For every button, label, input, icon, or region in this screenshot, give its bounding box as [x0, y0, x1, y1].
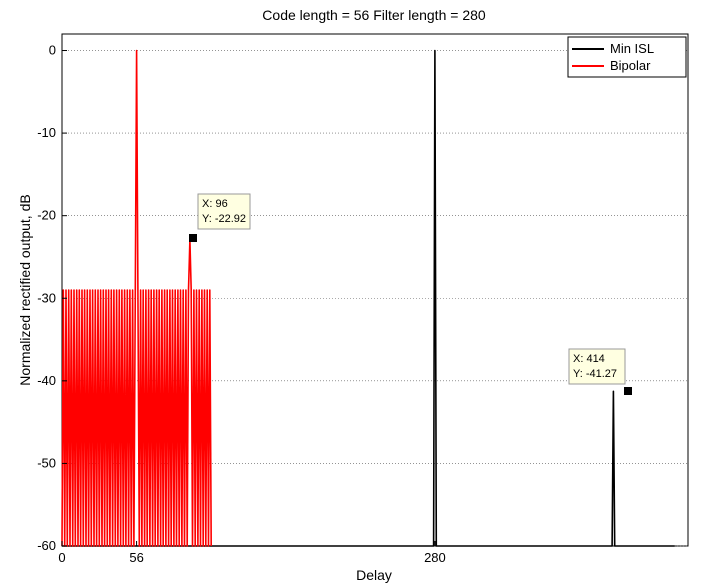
y-tick-label: -40 [37, 373, 56, 388]
y-axis-label: Normalized rectified output, dB [17, 194, 33, 385]
datatip-marker[interactable] [624, 387, 632, 395]
y-ticks: 0 -10 -20 -30 -40 -50 -60 [37, 43, 67, 553]
legend: Min ISL Bipolar [567, 36, 687, 78]
legend-label-min-isl: Min ISL [610, 41, 654, 56]
legend-box [567, 36, 687, 78]
y-tick-label: -50 [37, 455, 56, 470]
datatip-y-label: Y: -41.27 [573, 368, 617, 380]
legend-label-bipolar: Bipolar [610, 58, 651, 73]
datatip-min-isl[interactable]: X: 414 Y: -41.27 [568, 348, 632, 395]
x-tick-label: 56 [129, 550, 143, 565]
x-ticks: 0 56 280 [58, 541, 446, 565]
datatip-x-label: X: 96 [202, 198, 228, 210]
y-tick-label: -20 [37, 208, 56, 223]
y-tick-label: -60 [37, 538, 56, 553]
x-axis-label: Delay [356, 567, 392, 583]
x-tick-label: 0 [58, 550, 65, 565]
y-tick-label: -10 [37, 125, 56, 140]
datatip-box [568, 348, 626, 385]
datatip-box [197, 193, 251, 230]
datatip-bipolar[interactable]: X: 96 Y: -22.92 [189, 193, 251, 242]
datatip-y-label: Y: -22.92 [202, 213, 246, 225]
datatip-x-label: X: 414 [573, 353, 605, 365]
series-line-bipolar [61, 49, 212, 547]
y-tick-label: 0 [49, 43, 56, 58]
y-tick-label: -30 [37, 290, 56, 305]
x-tick-label: 280 [424, 550, 446, 565]
chart-title: Code length = 56 Filter length = 280 [262, 7, 486, 23]
series-layer [61, 49, 675, 547]
datatip-marker[interactable] [189, 234, 197, 242]
